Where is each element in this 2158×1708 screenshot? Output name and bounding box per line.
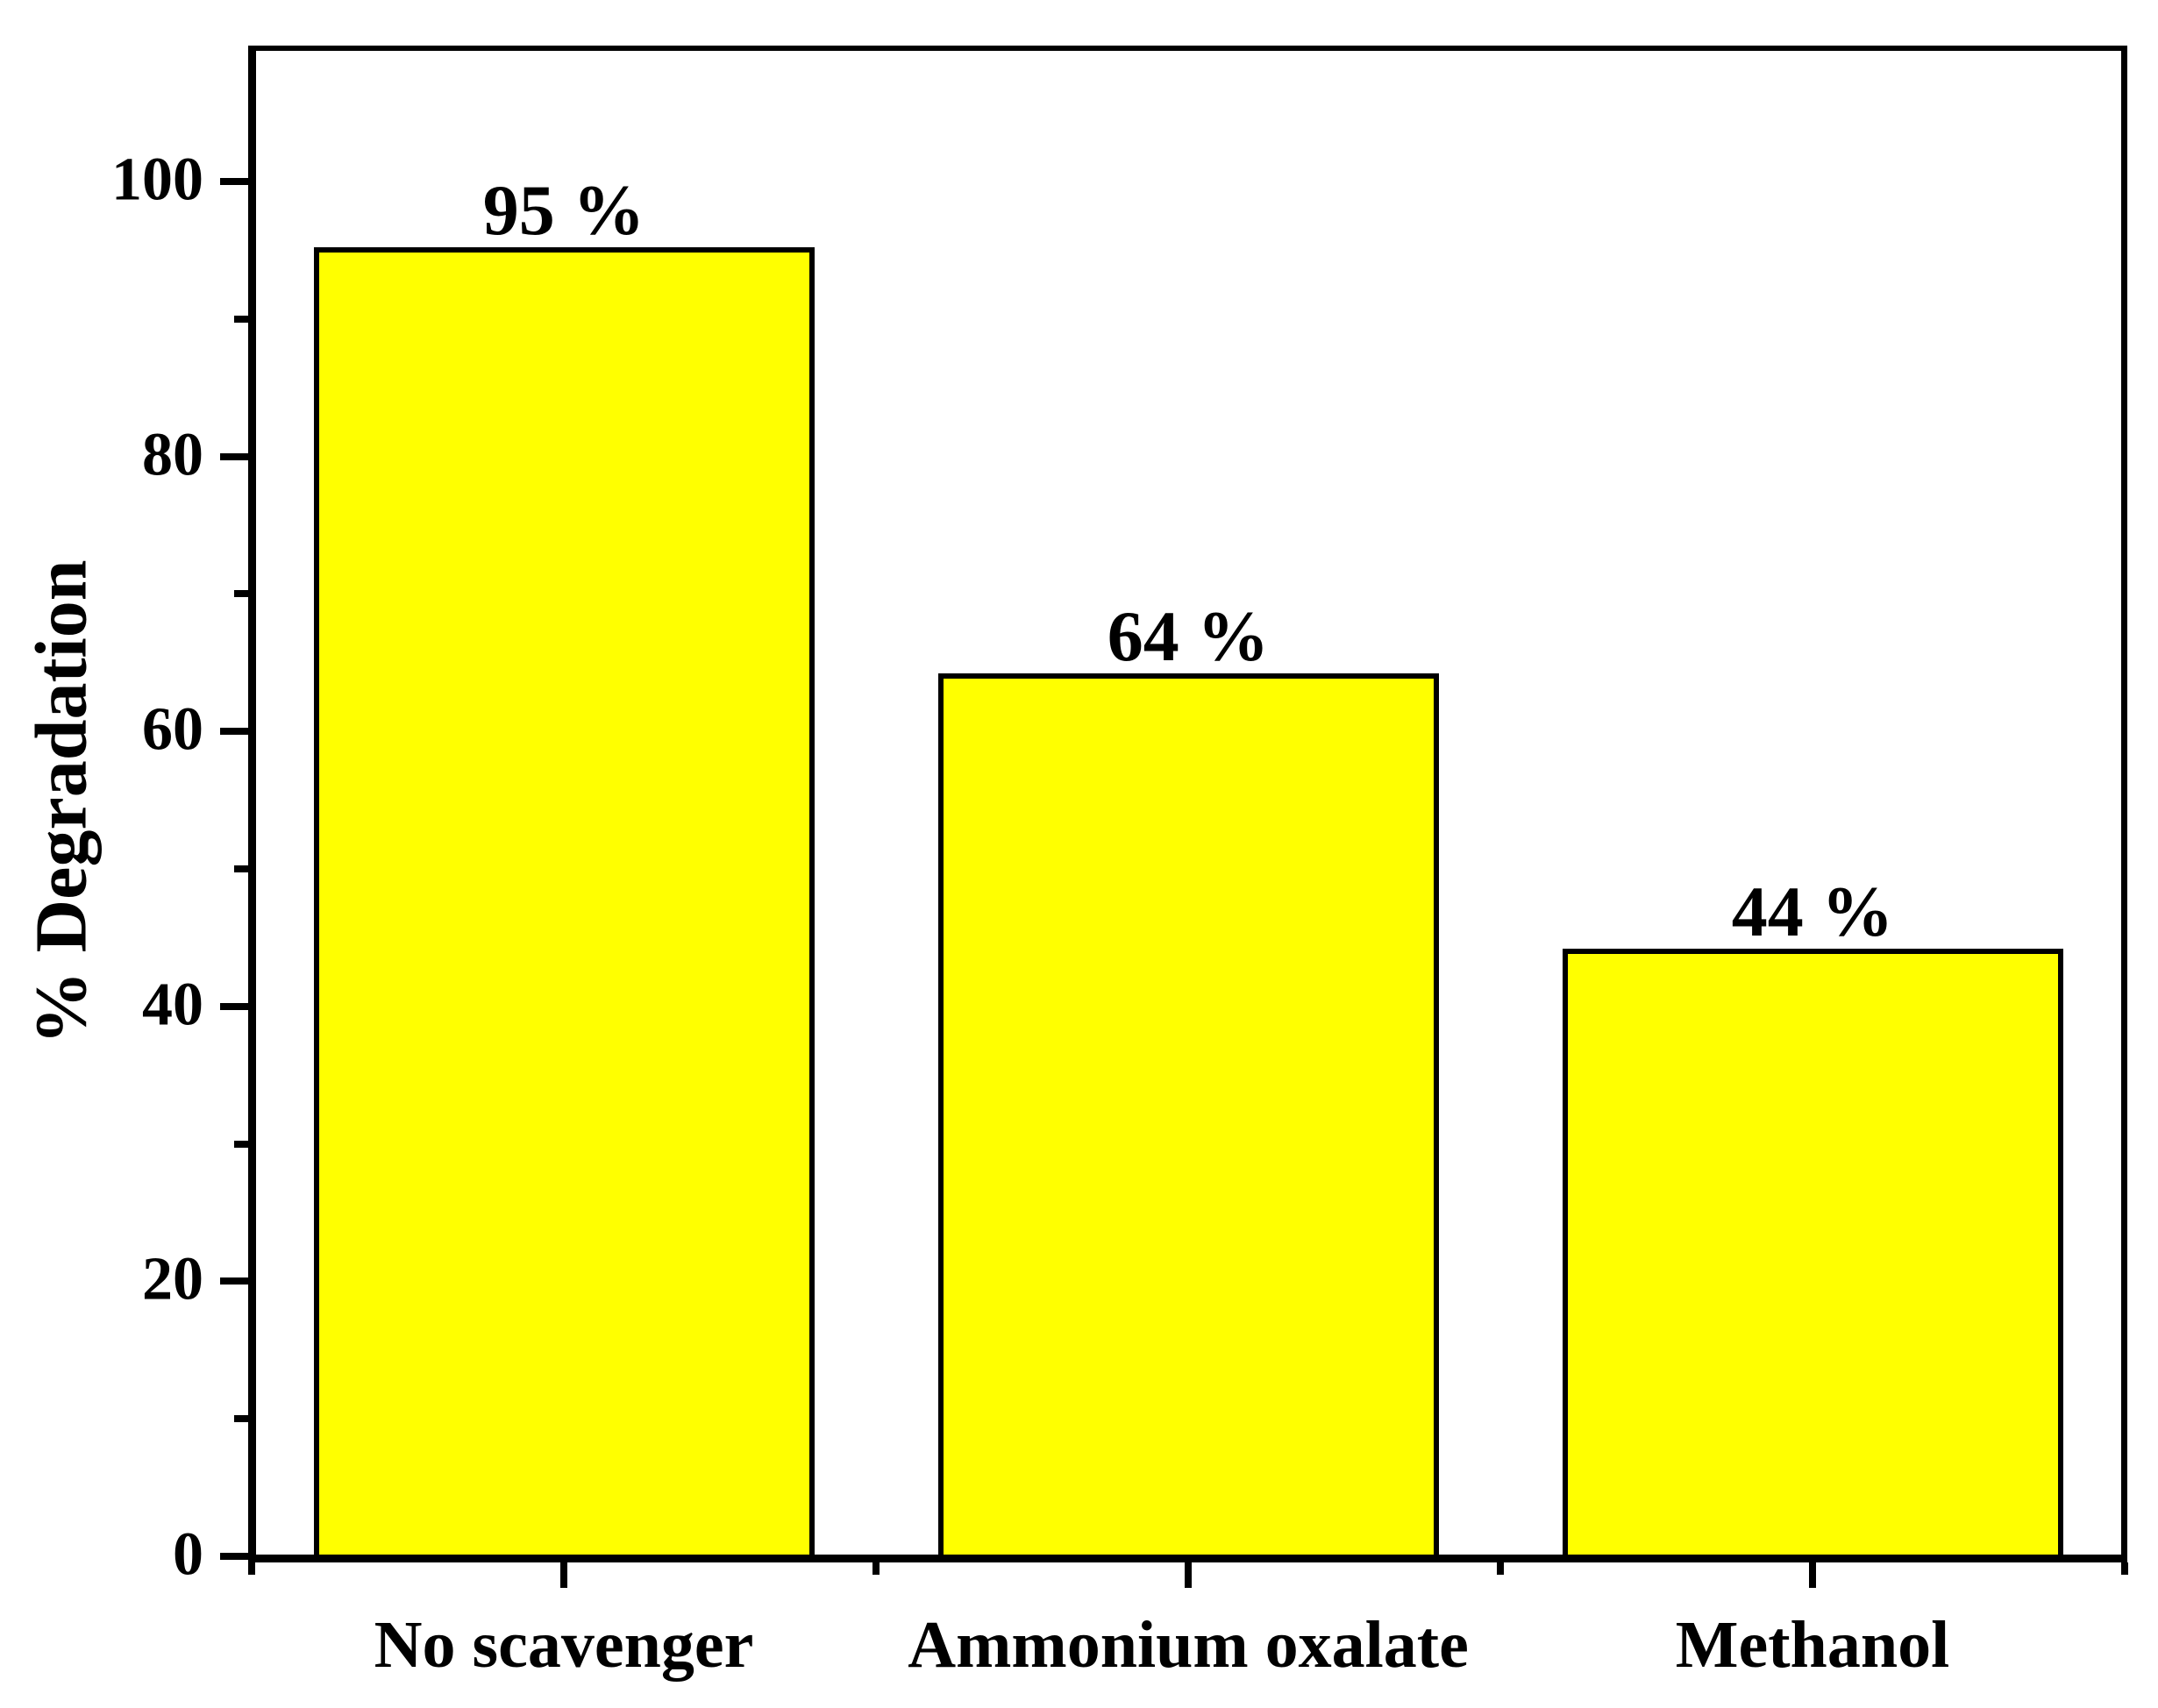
x-tick-label: Ammonium oxalate	[908, 1608, 1469, 1682]
y-tick-label: 20	[142, 1245, 203, 1313]
bar-value-label: 44 %	[1731, 872, 1894, 952]
y-axis-title: % Degradation	[20, 559, 103, 1045]
y-tick-label: 60	[142, 695, 203, 764]
x-axis-line	[248, 1555, 2127, 1562]
y-major-tick	[220, 178, 248, 185]
y-tick-label: 0	[173, 1520, 203, 1589]
plot-border-top	[248, 46, 2127, 51]
y-tick-label: 100	[111, 146, 203, 214]
y-tick-label: 40	[142, 971, 203, 1039]
y-major-tick	[220, 1002, 248, 1010]
y-minor-tick	[234, 590, 248, 598]
y-major-tick	[220, 452, 248, 460]
y-minor-tick	[234, 1415, 248, 1423]
bar-value-label: 64 %	[1107, 596, 1270, 677]
x-tick-label: Methanol	[1675, 1608, 1950, 1682]
y-major-tick	[220, 728, 248, 736]
x-tick-label: No scavenger	[374, 1608, 754, 1682]
x-minor-tick	[2121, 1562, 2128, 1575]
x-minor-tick	[1497, 1562, 1504, 1575]
x-minor-tick	[248, 1562, 255, 1575]
bar	[313, 247, 815, 1560]
plot-border-right	[2121, 46, 2127, 1562]
x-minor-tick	[872, 1562, 880, 1575]
y-axis-line	[248, 46, 256, 1562]
x-major-tick	[1185, 1562, 1192, 1588]
bar	[1562, 949, 2063, 1560]
y-minor-tick	[234, 1140, 248, 1148]
y-minor-tick	[234, 865, 248, 872]
y-tick-label: 80	[142, 421, 203, 489]
y-axis-title-container: % Degradation	[18, 48, 105, 1556]
y-major-tick	[220, 1277, 248, 1285]
x-major-tick	[1809, 1562, 1816, 1588]
bar	[937, 673, 1439, 1560]
y-major-tick	[220, 1553, 248, 1560]
bar-value-label: 95 %	[482, 170, 645, 251]
y-minor-tick	[234, 315, 248, 323]
x-major-tick	[560, 1562, 567, 1588]
